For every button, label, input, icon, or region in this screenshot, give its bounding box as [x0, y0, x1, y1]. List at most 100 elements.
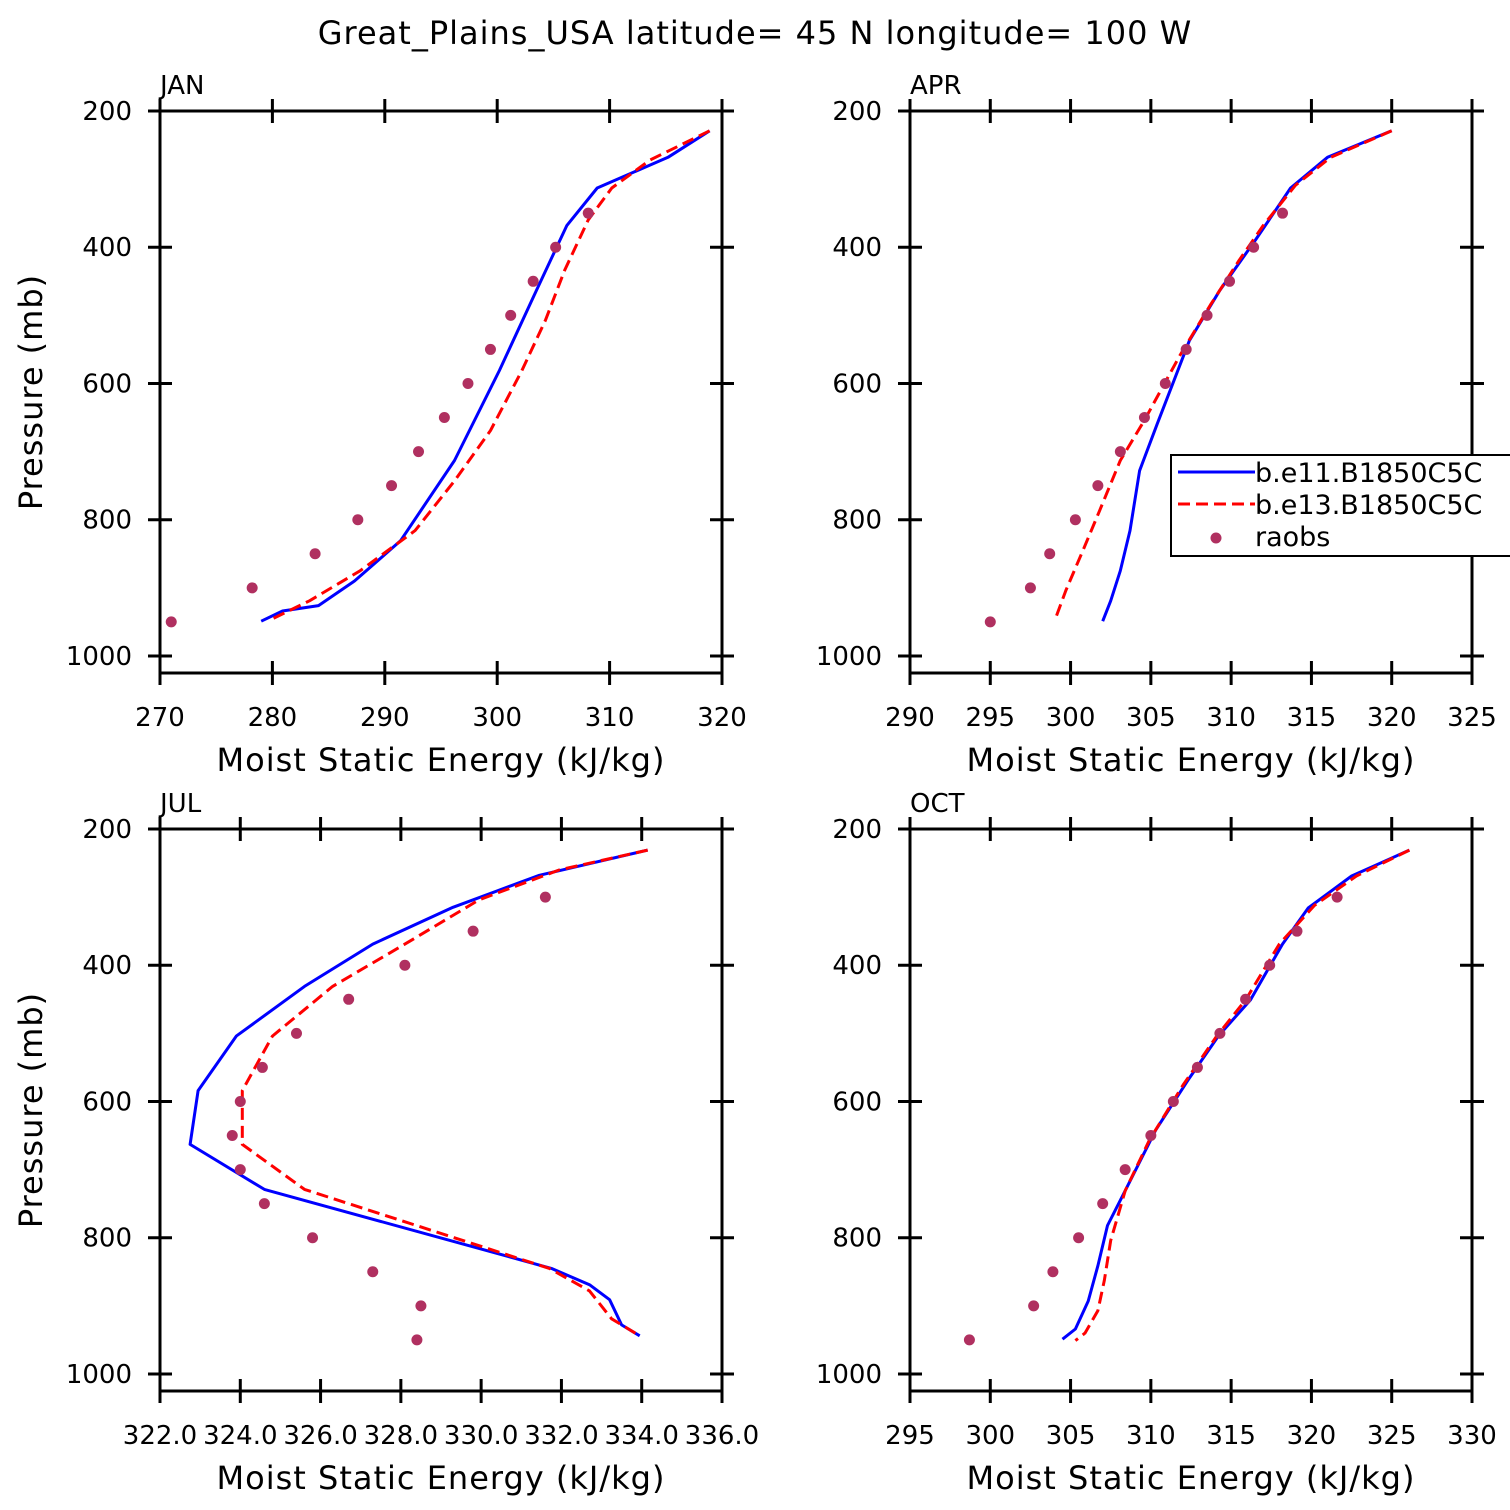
data-point: [343, 993, 355, 1005]
y-tick-label: 1000: [816, 642, 882, 672]
x-tick-label: 320: [697, 703, 747, 733]
data-line: [240, 848, 649, 1338]
data-point: [1191, 1061, 1203, 1073]
legend-marker: [1210, 532, 1222, 544]
data-point: [413, 446, 425, 458]
y-tick-label: 1000: [66, 642, 132, 672]
plot-frame: [158, 109, 724, 675]
x-axis-label: Moist Static Energy (kJ/kg): [217, 1459, 666, 1497]
data-point: [1264, 959, 1276, 971]
x-tick-label: 310: [1206, 703, 1256, 733]
data-point: [246, 582, 258, 594]
y-tick-label: 600: [82, 369, 132, 399]
x-tick-label: 320: [1287, 1421, 1337, 1451]
plot-frame: [158, 827, 724, 1393]
plot-frame: [908, 827, 1474, 1393]
data-point: [1159, 377, 1171, 389]
data-point: [467, 925, 479, 937]
x-tick-label: 305: [1046, 1421, 1096, 1451]
data-point: [290, 1027, 302, 1039]
x-tick-label: 315: [1287, 703, 1337, 733]
x-tick-label: 322.0: [123, 1421, 197, 1451]
data-point: [399, 959, 411, 971]
panel-label: APR: [910, 71, 962, 101]
x-tick-label: 330.0: [444, 1421, 518, 1451]
data-point: [1028, 1300, 1040, 1312]
x-tick-label: 300: [965, 1421, 1015, 1451]
x-tick-label: 305: [1126, 703, 1176, 733]
data-point: [1119, 1164, 1131, 1176]
y-tick-label: 600: [82, 1087, 132, 1117]
x-tick-label: 295: [885, 1421, 935, 1451]
legend-label: b.e11.B1850C5C: [1255, 458, 1482, 489]
data-point: [1145, 1130, 1157, 1142]
data-point: [1201, 309, 1213, 321]
data-line: [260, 129, 711, 623]
x-tick-label: 336.0: [685, 1421, 759, 1451]
y-tick-label: 200: [832, 815, 882, 845]
panel-label: OCT: [910, 789, 965, 819]
y-tick-label: 800: [832, 506, 882, 536]
y-tick-label: 1000: [816, 1360, 882, 1390]
x-axis-label: Moist Static Energy (kJ/kg): [967, 1459, 1416, 1497]
x-axis-label: Moist Static Energy (kJ/kg): [967, 741, 1416, 779]
y-tick-label: 800: [82, 506, 132, 536]
x-tick-label: 280: [248, 703, 298, 733]
data-point: [1224, 275, 1236, 287]
x-tick-label: 325: [1447, 703, 1497, 733]
data-point: [352, 514, 364, 526]
data-point: [415, 1300, 427, 1312]
x-tick-label: 332.0: [524, 1421, 598, 1451]
data-point: [165, 616, 177, 628]
y-tick-label: 600: [832, 1087, 882, 1117]
panel-label: JUL: [158, 789, 202, 819]
data-point: [258, 1198, 270, 1210]
data-point: [1114, 446, 1126, 458]
x-tick-label: 328.0: [364, 1421, 438, 1451]
data-point: [1180, 343, 1192, 355]
legend-label: b.e13.B1850C5C: [1255, 490, 1482, 521]
data-point: [1331, 891, 1343, 903]
y-axis-label: Pressure (mb): [12, 992, 50, 1228]
data-line: [188, 848, 649, 1338]
plot-frame: [908, 109, 1474, 675]
y-tick-label: 800: [82, 1224, 132, 1254]
data-point: [256, 1061, 268, 1073]
data-point: [462, 377, 474, 389]
legend-label: raobs: [1255, 522, 1330, 553]
data-point: [234, 1095, 246, 1107]
x-tick-label: 295: [965, 703, 1015, 733]
panel-label: JAN: [158, 71, 204, 101]
y-tick-label: 400: [82, 951, 132, 981]
data-point: [1024, 582, 1036, 594]
x-tick-label: 325: [1367, 1421, 1417, 1451]
y-tick-label: 800: [832, 1224, 882, 1254]
data-point: [1248, 241, 1260, 253]
data-point: [1073, 1232, 1085, 1244]
y-tick-label: 200: [82, 97, 132, 127]
x-axis-label: Moist Static Energy (kJ/kg): [217, 741, 666, 779]
x-tick-label: 324.0: [203, 1421, 277, 1451]
x-tick-label: 326.0: [283, 1421, 357, 1451]
data-point: [1138, 412, 1150, 424]
data-point: [963, 1334, 975, 1346]
data-point: [1069, 514, 1081, 526]
data-point: [505, 309, 517, 321]
x-tick-label: 315: [1206, 1421, 1256, 1451]
data-point: [386, 480, 398, 492]
x-tick-label: 310: [1126, 1421, 1176, 1451]
x-tick-label: 290: [360, 703, 410, 733]
data-point: [1167, 1095, 1179, 1107]
data-point: [539, 891, 551, 903]
data-point: [527, 275, 539, 287]
data-point: [1092, 480, 1104, 492]
data-point: [1047, 1266, 1059, 1278]
data-point: [226, 1130, 238, 1142]
data-point: [307, 1232, 319, 1244]
data-point: [1044, 548, 1056, 560]
data-point: [1277, 207, 1289, 219]
data-point: [984, 616, 996, 628]
data-point: [234, 1164, 246, 1176]
data-point: [484, 343, 496, 355]
